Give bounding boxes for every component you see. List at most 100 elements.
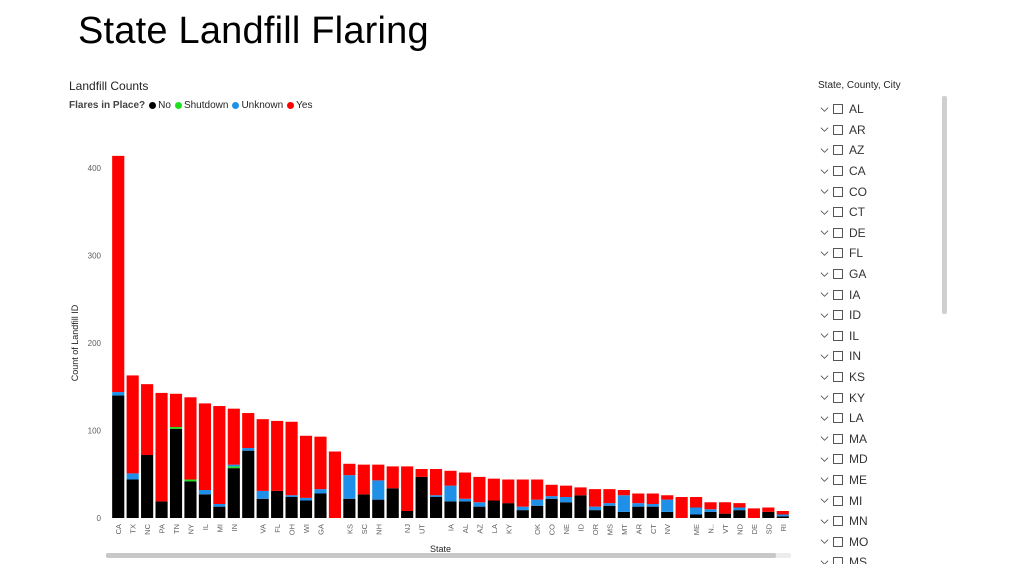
bar-unlabeled-yes[interactable] — [516, 479, 529, 507]
checkbox[interactable] — [833, 495, 843, 506]
bar-NY-yes[interactable] — [184, 397, 197, 480]
bar-LA-yes[interactable] — [487, 478, 500, 501]
bar-unlabeled-unknown[interactable] — [242, 448, 255, 451]
slicer-item-mn[interactable]: MN — [818, 511, 958, 532]
bar-ND-no[interactable] — [733, 510, 746, 518]
chevron-down-icon[interactable] — [820, 187, 829, 196]
slicer-scrollbar[interactable] — [942, 96, 947, 314]
bar-ND-yes[interactable] — [733, 503, 746, 508]
checkbox[interactable] — [833, 269, 843, 280]
chevron-down-icon[interactable] — [820, 434, 829, 443]
bar-ME-unknown[interactable] — [690, 507, 703, 515]
legend-item-no[interactable]: No — [149, 100, 171, 111]
bar-WI-yes[interactable] — [299, 435, 313, 498]
bar-SC-no[interactable] — [357, 494, 370, 518]
chevron-down-icon[interactable] — [820, 208, 829, 217]
bar-NE-unknown[interactable] — [560, 497, 573, 503]
checkbox[interactable] — [833, 330, 843, 341]
bar-N..-unknown[interactable] — [704, 509, 717, 512]
bar-VT-yes[interactable] — [718, 502, 732, 514]
bar-OR-unknown[interactable] — [588, 506, 602, 511]
checkbox[interactable] — [833, 248, 843, 259]
checkbox[interactable] — [833, 166, 843, 177]
slicer-item-az[interactable]: AZ — [818, 140, 958, 161]
bar-TX-no[interactable] — [126, 479, 139, 518]
bar-AL-no[interactable] — [458, 501, 472, 518]
checkbox[interactable] — [833, 104, 843, 115]
chevron-down-icon[interactable] — [820, 496, 829, 505]
bar-MS-no[interactable] — [603, 505, 616, 518]
bar-AL-unknown[interactable] — [458, 498, 472, 502]
checkbox[interactable] — [833, 289, 843, 300]
bar-MI-no[interactable] — [213, 506, 226, 518]
slicer-item-in[interactable]: IN — [818, 346, 958, 367]
bar-IN-unknown[interactable] — [227, 464, 240, 467]
bar-unlabeled-no[interactable] — [516, 510, 529, 518]
bar-SC-yes[interactable] — [357, 464, 370, 495]
chevron-down-icon[interactable] — [820, 373, 829, 382]
slicer-item-me[interactable]: ME — [818, 470, 958, 491]
bar-KY-yes[interactable] — [502, 479, 515, 504]
chevron-down-icon[interactable] — [820, 475, 829, 484]
checkbox[interactable] — [833, 186, 843, 197]
bar-GA-unknown[interactable] — [314, 489, 327, 494]
bar-ME-yes[interactable] — [690, 497, 703, 508]
bar-NC-no[interactable] — [141, 455, 154, 518]
bar-MT-no[interactable] — [617, 511, 630, 518]
bar-VA-no[interactable] — [256, 498, 269, 518]
slicer-item-il[interactable]: IL — [818, 326, 958, 347]
checkbox[interactable] — [833, 207, 843, 218]
bar-FL-yes[interactable] — [271, 420, 284, 491]
slicer-item-ar[interactable]: AR — [818, 120, 958, 141]
chevron-down-icon[interactable] — [820, 167, 829, 176]
bar-MI-unknown[interactable] — [213, 504, 226, 507]
bar-SD-yes[interactable] — [762, 507, 775, 512]
bar-CT-unknown[interactable] — [646, 504, 659, 507]
bar-UT-no[interactable] — [415, 476, 428, 518]
checkbox[interactable] — [833, 536, 843, 547]
bar-LA-no[interactable] — [487, 500, 500, 518]
bar-MT-unknown[interactable] — [617, 495, 630, 512]
bar-TX-yes[interactable] — [126, 375, 139, 474]
bar-WI-unknown[interactable] — [299, 497, 313, 501]
checkbox[interactable] — [833, 227, 843, 238]
bar-RI-unknown[interactable] — [776, 514, 789, 517]
bar-NC-yes[interactable] — [141, 384, 154, 456]
bar-IN-no[interactable] — [227, 468, 240, 518]
bar-unlabeled-yes[interactable] — [386, 466, 399, 489]
checkbox[interactable] — [833, 351, 843, 362]
bar-CO-unknown[interactable] — [545, 496, 558, 499]
bar-AZ-no[interactable] — [473, 506, 486, 518]
bar-IL-no[interactable] — [198, 494, 211, 518]
bar-OK-unknown[interactable] — [531, 499, 544, 506]
chart-horizontal-scrollbar[interactable] — [106, 553, 776, 558]
bar-unlabeled-yes[interactable] — [328, 451, 341, 518]
slicer-item-id[interactable]: ID — [818, 305, 958, 326]
bar-VA-yes[interactable] — [256, 419, 269, 491]
checkbox[interactable] — [833, 433, 843, 444]
bar-IN-yes[interactable] — [227, 408, 240, 465]
slicer-item-de[interactable]: DE — [818, 223, 958, 244]
bar-IL-unknown[interactable] — [198, 490, 211, 495]
checkbox[interactable] — [833, 145, 843, 156]
bar-FL-no[interactable] — [271, 490, 284, 518]
bar-unlabeled-no[interactable] — [242, 450, 255, 518]
bar-TN-shutdown[interactable] — [169, 427, 183, 429]
bar-CA-no[interactable] — [112, 395, 125, 518]
bar-IA-no[interactable] — [444, 501, 457, 518]
bar-NV-no[interactable] — [661, 511, 674, 518]
chevron-down-icon[interactable] — [820, 352, 829, 361]
bar-NJ-yes[interactable] — [401, 466, 414, 511]
bar-OK-no[interactable] — [531, 505, 544, 518]
bar-CA-yes[interactable] — [112, 155, 125, 393]
chevron-down-icon[interactable] — [820, 331, 829, 340]
checkbox[interactable] — [833, 392, 843, 403]
bar-ND-unknown[interactable] — [733, 507, 746, 511]
slicer-item-la[interactable]: LA — [818, 408, 958, 429]
bar-OH-unknown[interactable] — [285, 495, 298, 498]
bar-NH-unknown[interactable] — [372, 480, 385, 500]
slicer-item-al[interactable]: AL — [818, 99, 958, 120]
bar-KS-yes[interactable] — [343, 463, 356, 476]
bar-SD-no[interactable] — [762, 511, 775, 518]
bar-MS-unknown[interactable] — [603, 503, 616, 506]
